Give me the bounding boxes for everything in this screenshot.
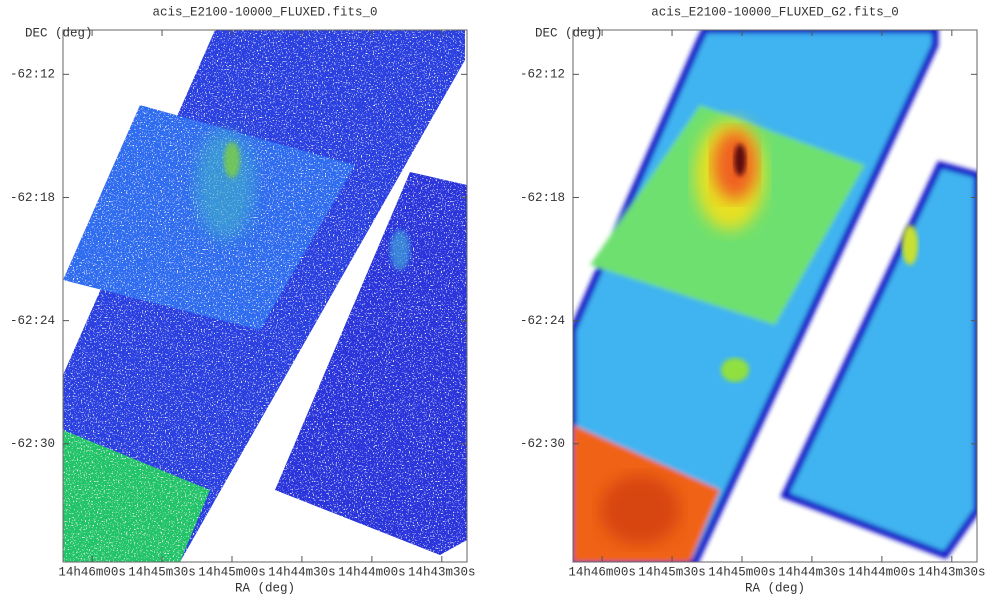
y-tick-label: -62:30 <box>10 437 55 451</box>
image <box>573 30 977 562</box>
x-tick-label: 14h43m30s <box>918 565 986 579</box>
x-tick-label: 14h44m30s <box>778 565 846 579</box>
x-axis-label: RA (deg) <box>745 581 805 595</box>
y-axis-label: DEC (deg) <box>535 26 603 40</box>
panel: acis_E2100-10000_FLUXED_G2.fits_0 DEC (de… <box>520 5 986 595</box>
x-tick-label: 14h46m00s <box>58 565 126 579</box>
x-tick-label: 14h46m00s <box>568 565 636 579</box>
y-tick-label: -62:24 <box>520 314 565 328</box>
plot-frame <box>572 29 978 563</box>
y-tick-label: -62:12 <box>10 68 55 82</box>
x-axis-label: RA (deg) <box>235 581 295 595</box>
y-tick-label: -62:24 <box>10 314 55 328</box>
y-tick-label: -62:12 <box>520 68 565 82</box>
panel-title: acis_E2100-10000_FLUXED_G2.fits_0 <box>651 5 899 19</box>
x-tick-label: 14h45m00s <box>198 565 266 579</box>
x-tick-label: 14h45m30s <box>638 565 706 579</box>
y-tick-label: -62:18 <box>520 191 565 205</box>
x-tick-label: 14h44m00s <box>848 565 916 579</box>
x-tick-label: 14h45m00s <box>708 565 776 579</box>
panel-title: acis_E2100-10000_FLUXED.fits_0 <box>152 5 377 19</box>
y-tick-label: -62:18 <box>10 191 55 205</box>
x-tick-label: 14h45m30s <box>128 565 196 579</box>
x-tick-label: 14h44m30s <box>268 565 336 579</box>
x-tick-label: 14h43m30s <box>408 565 476 579</box>
panel: acis_E2100-10000_FLUXED.fits_0 DEC (deg) R… <box>10 5 476 595</box>
y-axis-label: DEC (deg) <box>25 26 93 40</box>
x-tick-label: 14h44m00s <box>338 565 406 579</box>
image <box>63 30 467 562</box>
plot-frame <box>62 29 468 563</box>
y-tick-label: -62:30 <box>520 437 565 451</box>
